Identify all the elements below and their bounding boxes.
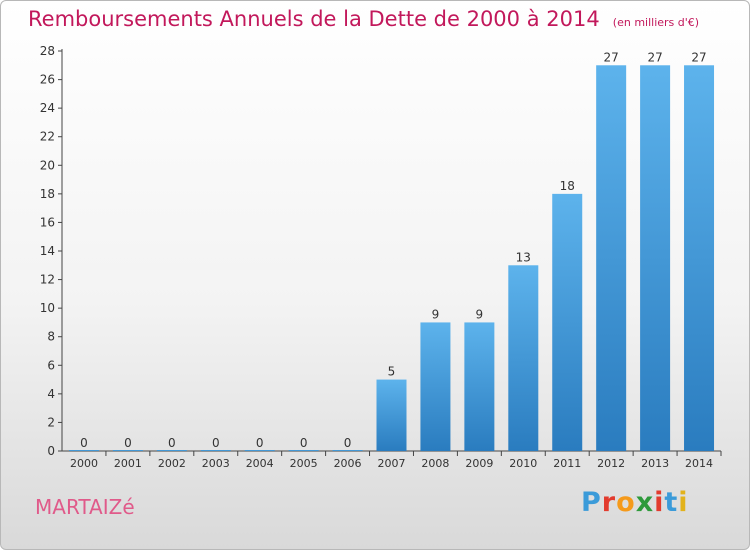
x-tick-label: 2007 bbox=[378, 457, 406, 470]
data-label: 18 bbox=[560, 179, 575, 193]
x-tick-label: 2000 bbox=[70, 457, 98, 470]
logo-letter: t bbox=[664, 487, 679, 518]
logo-letter: P bbox=[581, 487, 602, 518]
data-label: 0 bbox=[344, 436, 352, 450]
bar bbox=[684, 65, 715, 452]
x-tick-label: 2014 bbox=[685, 457, 713, 470]
y-tick-label: 18 bbox=[40, 187, 55, 201]
x-tick-label: 2012 bbox=[597, 457, 625, 470]
logo-letter: r bbox=[601, 487, 617, 518]
data-label: 9 bbox=[432, 307, 440, 321]
x-tick-label: 2003 bbox=[202, 457, 230, 470]
y-tick-label: 16 bbox=[40, 215, 55, 229]
x-tick-label: 2006 bbox=[334, 457, 362, 470]
data-label: 0 bbox=[212, 436, 220, 450]
data-label: 0 bbox=[80, 436, 88, 450]
bar bbox=[420, 322, 451, 451]
y-tick-label: 0 bbox=[47, 444, 55, 458]
logo-letter: o bbox=[616, 487, 636, 518]
x-tick-label: 2009 bbox=[465, 457, 493, 470]
x-tick-label: 2004 bbox=[246, 457, 274, 470]
data-label: 27 bbox=[691, 50, 706, 64]
x-tick-label: 2010 bbox=[509, 457, 537, 470]
chart-title-row: Remboursements Annuels de la Dette de 20… bbox=[28, 7, 699, 31]
y-tick-label: 8 bbox=[47, 330, 55, 344]
logo-letter: i bbox=[654, 487, 665, 518]
bar bbox=[376, 379, 407, 451]
proxiti-logo: Proxiti bbox=[581, 487, 689, 518]
x-tick-label: 2011 bbox=[553, 457, 581, 470]
data-label: 27 bbox=[604, 50, 619, 64]
commune-name: MARTAIZé bbox=[35, 495, 135, 519]
y-tick-label: 10 bbox=[40, 301, 55, 315]
data-label: 5 bbox=[388, 365, 396, 379]
y-tick-label: 14 bbox=[40, 244, 55, 258]
bar bbox=[332, 450, 363, 451]
bar bbox=[288, 450, 319, 451]
bar bbox=[552, 193, 583, 451]
data-label: 9 bbox=[476, 307, 484, 321]
data-label: 0 bbox=[256, 436, 264, 450]
x-tick-label: 2013 bbox=[641, 457, 669, 470]
bar bbox=[68, 450, 99, 451]
y-tick-label: 28 bbox=[40, 44, 55, 58]
bar bbox=[200, 450, 231, 451]
bar bbox=[244, 450, 275, 451]
data-label: 0 bbox=[124, 436, 132, 450]
bar bbox=[508, 265, 539, 451]
bar bbox=[640, 65, 671, 452]
x-tick-label: 2002 bbox=[158, 457, 186, 470]
data-label: 0 bbox=[168, 436, 176, 450]
y-tick-label: 4 bbox=[47, 387, 55, 401]
data-label: 0 bbox=[300, 436, 308, 450]
y-tick-label: 2 bbox=[47, 415, 55, 429]
bar bbox=[464, 322, 495, 451]
chart-title: Remboursements Annuels de la Dette de 20… bbox=[28, 7, 600, 31]
x-tick-label: 2008 bbox=[421, 457, 449, 470]
y-tick-label: 22 bbox=[40, 130, 55, 144]
bar bbox=[112, 450, 143, 451]
x-tick-label: 2005 bbox=[290, 457, 318, 470]
y-tick-label: 20 bbox=[40, 158, 55, 172]
bar bbox=[596, 65, 627, 452]
chart-bars: 0 0 0 0 0 0 0 5 9 9 13 18 27 27 27 bbox=[68, 50, 715, 452]
logo-letter: i bbox=[678, 487, 689, 518]
y-tick-label: 24 bbox=[40, 101, 55, 115]
y-tick-label: 26 bbox=[40, 73, 55, 87]
logo-letter: x bbox=[635, 487, 655, 518]
x-tick-label: 2001 bbox=[114, 457, 142, 470]
bar bbox=[156, 450, 187, 451]
y-tick-label: 6 bbox=[47, 358, 55, 372]
data-label: 13 bbox=[516, 250, 531, 264]
chart-subtitle: (en milliers d'€) bbox=[612, 16, 700, 29]
y-tick-label: 12 bbox=[40, 273, 55, 287]
data-label: 27 bbox=[647, 50, 662, 64]
